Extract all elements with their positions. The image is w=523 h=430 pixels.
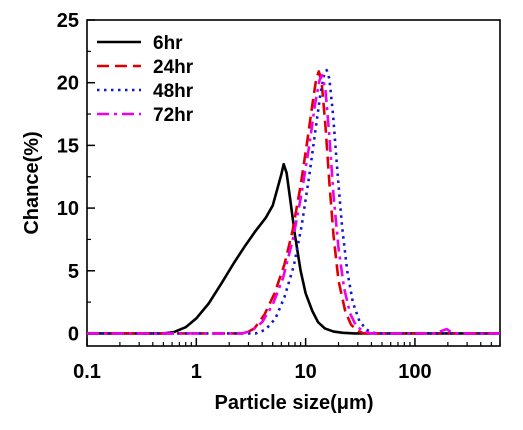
plot-frame [86,19,501,347]
x-tick-labels: 0.1 1 10 100 [73,361,432,383]
series-line-48hr [87,68,500,335]
y-tick-labels: 0 5 10 15 20 25 [57,10,79,345]
legend-label: 24hr [153,57,194,78]
y-axis-title: Chance(%) [21,131,43,234]
axis-ticks [86,19,501,346]
y-tick-label: 25 [57,10,79,32]
x-axis-title: Particle size(μm) [215,392,374,414]
series-line-72hr [87,73,500,335]
legend-label: 72hr [153,105,194,126]
x-tick-label: 10 [295,361,317,383]
series-lines [87,68,500,335]
y-tick-label: 20 [57,73,79,95]
y-tick-label: 5 [68,261,79,283]
legend: 6hr 24hr 48hr 72hr [97,33,194,126]
x-tick-label: 100 [398,361,431,383]
x-tick-label: 0.1 [73,361,101,383]
series-line-24hr [87,70,500,335]
y-tick-label: 15 [57,135,79,157]
legend-label: 6hr [153,33,183,54]
series-line-6hr [87,162,500,335]
x-tick-label: 1 [191,361,202,383]
legend-label: 48hr [153,81,194,102]
y-tick-label: 0 [68,323,79,345]
y-tick-label: 10 [57,198,79,220]
